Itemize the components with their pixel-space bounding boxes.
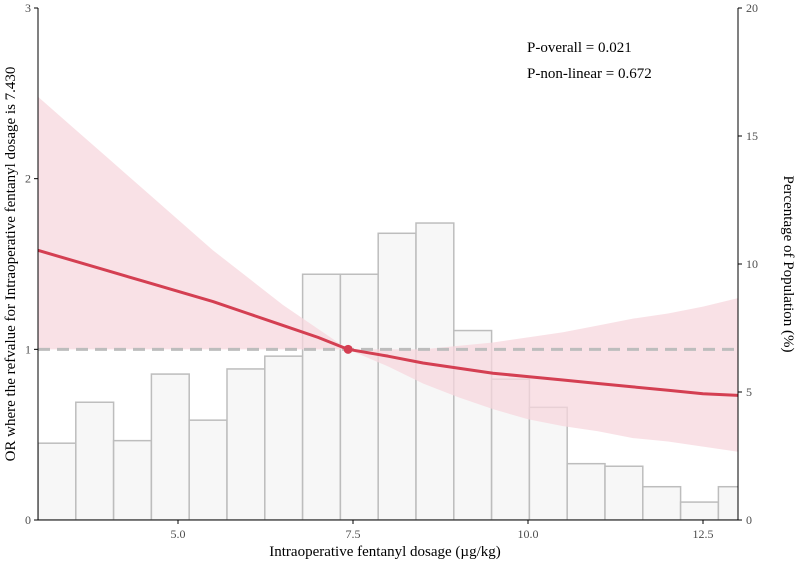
histogram-bar (226, 368, 266, 520)
y-left-axis-title: OR where the refvalue for Intraoperative… (3, 67, 19, 462)
histogram-bar (188, 419, 228, 520)
histogram-bar (301, 273, 342, 520)
histogram-bar (339, 273, 379, 520)
x-tick-label: 12.5 (693, 527, 714, 541)
y-left-tick-label: 2 (25, 172, 31, 186)
histogram-bar (642, 485, 682, 520)
histogram-bar (566, 462, 606, 520)
reference-point (343, 344, 353, 354)
histogram-bar (112, 439, 153, 520)
histogram-bar (38, 442, 77, 520)
histogram-bar (604, 465, 644, 520)
y-left-tick-label: 3 (25, 1, 31, 15)
histogram-bar (75, 401, 115, 520)
x-axis-title: Intraoperative fentanyl dosage (µg/kg) (269, 544, 500, 560)
y-right-tick-label: 5 (746, 385, 752, 399)
ci-band-group (38, 96, 738, 452)
y-right-tick-label: 10 (746, 257, 758, 271)
x-tick-label: 7.5 (346, 527, 361, 541)
x-tick-label: 5.0 (171, 527, 186, 541)
p-overall-annotation: P-overall = 0.021 (527, 40, 632, 56)
histogram-bar (717, 485, 738, 520)
y-right-tick-label: 20 (746, 1, 758, 15)
y-right-tick-label: 0 (746, 513, 752, 527)
or-curve-group (38, 248, 738, 397)
y-right-tick-label: 15 (746, 129, 758, 143)
x-tick-label: 10.0 (518, 527, 539, 541)
or-curve-line (38, 248, 738, 397)
histogram-bar (264, 355, 304, 520)
y-right-axis-title: Percentage of Population (%) (780, 175, 796, 352)
histogram-bar (679, 501, 720, 520)
y-left-tick-label: 0 (25, 513, 31, 527)
y-left-tick-label: 1 (25, 342, 31, 356)
ticks: 5.0 7.5 10.0 12.5 0 1 2 3 0 5 10 15 20 (25, 1, 758, 541)
ci-band (38, 96, 738, 452)
p-nonlinear-annotation: P-non-linear = 0.672 (527, 66, 652, 82)
histogram-bar (150, 373, 190, 520)
